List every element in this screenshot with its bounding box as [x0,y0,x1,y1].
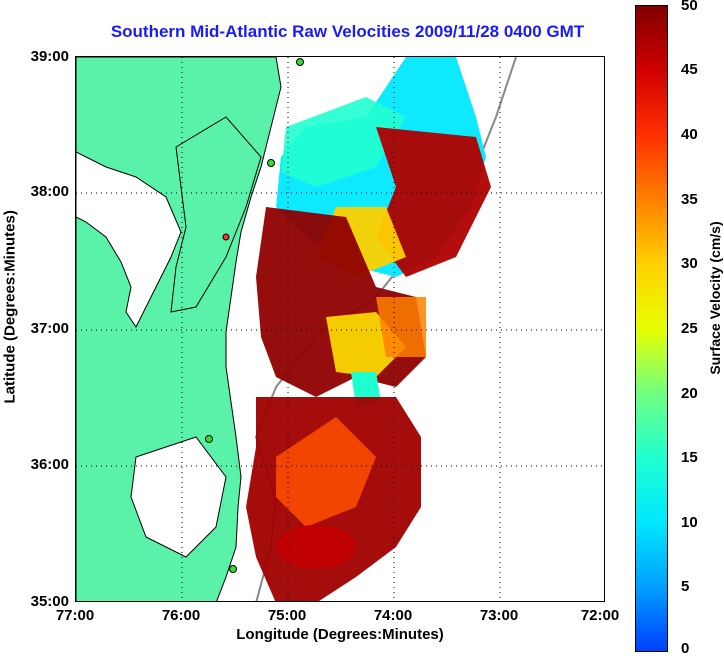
map-plot-area [75,56,605,602]
x-tick-label: 73:00 [479,607,519,624]
colorbar-title: Surface Velocity (cm/s) [707,221,723,375]
peninsula [170,116,262,313]
station-marker [222,233,230,241]
station-marker [267,159,275,167]
map-title: Southern Mid-Atlantic Raw Velocities 200… [110,22,585,41]
station-marker [296,58,304,66]
colorbar-tick-label: 50 [681,0,698,14]
colorbar-tick-label: 35 [681,191,698,208]
chesapeake-bay [76,151,182,328]
x-tick-label: 77:00 [55,607,95,624]
x-tick-label: 76:00 [161,607,201,624]
velocity-field [246,57,491,601]
y-axis-title: Latitude (Degrees:Minutes) [1,210,19,404]
colorbar-tick-label: 40 [681,126,698,143]
y-tick-label: 35:00 [30,593,69,610]
x-tick-label: 74:00 [373,607,413,624]
x-tick-label: 75:00 [267,607,307,624]
x-tick-label: 72:00 [580,607,620,624]
y-tick-label: 39:00 [30,48,69,65]
colorbar-tick-label: 25 [681,320,698,337]
colorbar-tick-label: 45 [681,61,698,78]
map-canvas [76,57,604,601]
x-axis-title: Longitude (Degrees:Minutes) [236,626,444,643]
colorbar-tick-label: 15 [681,449,698,466]
grid [76,57,604,601]
station-marker [229,565,237,573]
pamlico-sound [130,436,227,558]
y-tick-label: 36:00 [30,456,69,473]
y-tick-label: 38:00 [30,183,69,200]
colorbar-tick-label: 10 [681,514,698,531]
colorbar-tick-label: 20 [681,385,698,402]
colorbar-tick-label: 30 [681,255,698,272]
station-marker [205,435,213,443]
colorbar-tick-label: 5 [681,578,690,595]
colorbar-tick-label: 0 [681,640,690,657]
colorbar [635,5,668,652]
y-tick-label: 37:00 [30,320,69,337]
